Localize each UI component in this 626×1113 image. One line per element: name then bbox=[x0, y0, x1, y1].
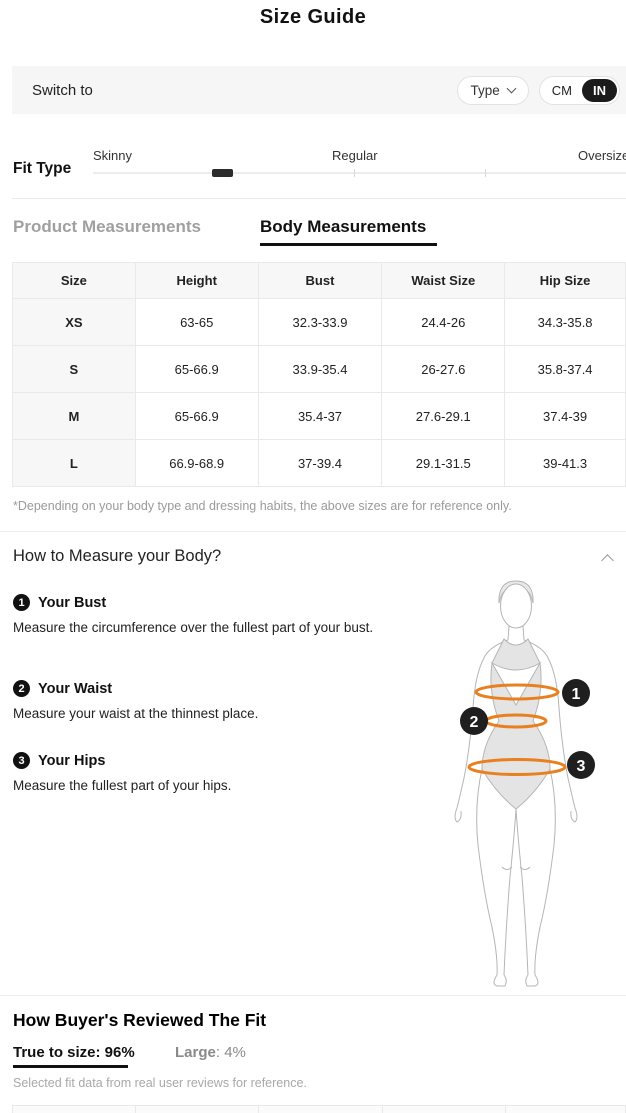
col-header-waist: Waist Size bbox=[381, 262, 506, 299]
table-row: M 65-66.9 35.4-37 27.6-29.1 37.4-39 bbox=[12, 392, 626, 440]
table-row: L 66.9-68.9 37-39.4 29.1-31.5 39-41.3 bbox=[12, 439, 626, 487]
col-header-size: Size bbox=[12, 262, 136, 299]
tab-product-measurements[interactable]: Product Measurements bbox=[13, 217, 201, 236]
fit-slider-tick bbox=[354, 169, 355, 177]
measure-item-waist-title: 2 Your Waist bbox=[13, 680, 112, 697]
height-cell: 66.9-68.9 bbox=[134, 439, 259, 487]
type-dropdown-button[interactable]: Type bbox=[456, 75, 529, 105]
chevron-down-icon bbox=[506, 83, 517, 93]
review-note: Selected fit data from real user reviews… bbox=[13, 1076, 307, 1090]
chevron-up-icon[interactable] bbox=[601, 554, 614, 567]
number-2-badge: 2 bbox=[13, 680, 30, 697]
unit-option-cm[interactable]: CM bbox=[551, 82, 572, 98]
figure-badge-3: 3 bbox=[577, 758, 586, 775]
unit-option-in-selected[interactable]: IN bbox=[582, 78, 617, 102]
switch-bar: Switch to Type CM IN bbox=[12, 66, 626, 114]
number-3-badge: 3 bbox=[13, 752, 30, 769]
next-table-partial bbox=[12, 1105, 626, 1113]
size-cell: XS bbox=[12, 298, 136, 346]
fit-stat-true-to-size[interactable]: True to size: 96% bbox=[13, 1044, 135, 1061]
hip-cell: 35.8-37.4 bbox=[504, 345, 626, 393]
waist-cell: 26-27.6 bbox=[381, 345, 506, 393]
partial-cell bbox=[258, 1105, 382, 1113]
col-header-bust: Bust bbox=[257, 262, 383, 299]
measure-item-hips-title: 3 Your Hips bbox=[13, 752, 105, 769]
size-disclaimer: *Depending on your body type and dressin… bbox=[13, 499, 512, 513]
hip-cell: 39-41.3 bbox=[504, 439, 626, 487]
size-cell: S bbox=[12, 345, 136, 393]
partial-cell bbox=[135, 1105, 258, 1113]
tab-body-measurements[interactable]: Body Measurements bbox=[260, 217, 427, 236]
waist-cell: 29.1-31.5 bbox=[381, 439, 506, 487]
figure-badge-1: 1 bbox=[572, 686, 581, 703]
height-cell: 65-66.9 bbox=[134, 345, 259, 393]
divider bbox=[0, 995, 626, 996]
measure-item-bust-title: 1 Your Bust bbox=[13, 594, 106, 611]
height-cell: 63-65 bbox=[134, 298, 259, 346]
divider bbox=[0, 531, 626, 532]
fit-type-label: Fit Type bbox=[13, 160, 72, 177]
fit-slider-track[interactable] bbox=[93, 172, 626, 174]
partial-cell bbox=[12, 1105, 135, 1113]
fit-option-oversized[interactable]: Oversized bbox=[578, 148, 626, 163]
review-section-title: How Buyer's Reviewed The Fit bbox=[13, 1010, 267, 1030]
fit-option-skinny[interactable]: Skinny bbox=[93, 148, 133, 163]
type-dropdown-label: Type bbox=[470, 82, 500, 98]
waist-cell: 27.6-29.1 bbox=[381, 392, 506, 440]
size-cell: L bbox=[12, 439, 136, 487]
height-cell: 65-66.9 bbox=[134, 392, 259, 440]
page-title: Size Guide bbox=[259, 6, 367, 28]
figure-badge-2: 2 bbox=[470, 714, 479, 731]
switch-to-label: Switch to bbox=[32, 81, 93, 99]
body-measurements-table: Size Height Bust Waist Size Hip Size XS … bbox=[12, 262, 626, 487]
unit-toggle[interactable]: CM IN bbox=[538, 75, 620, 105]
body-figure-illustration: 1 2 3 bbox=[420, 575, 626, 995]
fit-option-regular[interactable]: Regular bbox=[332, 148, 378, 163]
table-header-row: Size Height Bust Waist Size Hip Size bbox=[12, 262, 626, 299]
switch-bar-controls: Type CM IN bbox=[456, 75, 620, 105]
col-header-height: Height bbox=[134, 262, 259, 299]
selected-stat-underline bbox=[13, 1065, 128, 1068]
measure-item-hips-text: Measure the fullest part of your hips. bbox=[13, 778, 232, 793]
hip-cell: 34.3-35.8 bbox=[504, 298, 626, 346]
measure-section-title[interactable]: How to Measure your Body? bbox=[13, 547, 222, 565]
size-cell: M bbox=[12, 392, 136, 440]
hips-measure-line bbox=[467, 758, 567, 776]
table-row: XS 63-65 32.3-33.9 24.4-26 34.3-35.8 bbox=[12, 298, 626, 346]
hip-cell: 37.4-39 bbox=[504, 392, 626, 440]
measure-item-waist-text: Measure your waist at the thinnest place… bbox=[13, 706, 259, 721]
col-header-hip: Hip Size bbox=[504, 262, 626, 299]
divider bbox=[12, 198, 626, 199]
number-1-badge: 1 bbox=[13, 594, 30, 611]
bust-cell: 33.9-35.4 bbox=[257, 345, 383, 393]
table-row: S 65-66.9 33.9-35.4 26-27.6 35.8-37.4 bbox=[12, 345, 626, 393]
bust-cell: 37-39.4 bbox=[257, 439, 383, 487]
measure-item-bust-text: Measure the circumference over the fulle… bbox=[13, 620, 374, 635]
body-figure-svg: 1 2 3 bbox=[454, 580, 595, 987]
bust-cell: 32.3-33.9 bbox=[257, 298, 383, 346]
partial-cell bbox=[505, 1105, 626, 1113]
active-tab-underline bbox=[260, 243, 437, 246]
fit-stat-large[interactable]: Large: 4% bbox=[175, 1044, 246, 1061]
bust-measure-line bbox=[474, 683, 560, 701]
waist-cell: 24.4-26 bbox=[381, 298, 506, 346]
fit-slider-tick bbox=[485, 169, 486, 177]
partial-cell bbox=[382, 1105, 505, 1113]
bust-cell: 35.4-37 bbox=[257, 392, 383, 440]
fit-slider-handle[interactable] bbox=[212, 169, 233, 177]
